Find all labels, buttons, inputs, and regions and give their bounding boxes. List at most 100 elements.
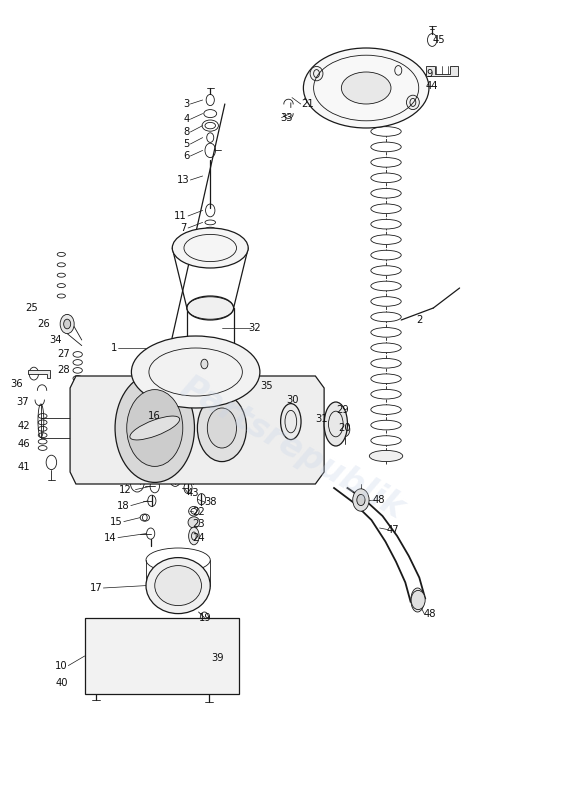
Text: 45: 45 (432, 35, 445, 45)
Ellipse shape (280, 403, 301, 440)
Text: 18: 18 (117, 501, 130, 510)
Text: 16: 16 (148, 411, 161, 421)
Text: 15: 15 (110, 517, 123, 526)
Text: 23: 23 (193, 519, 206, 529)
Text: 26: 26 (37, 319, 50, 329)
Text: 4: 4 (183, 114, 190, 124)
Ellipse shape (371, 158, 401, 167)
Circle shape (127, 390, 183, 466)
Ellipse shape (371, 358, 401, 368)
Circle shape (197, 394, 246, 462)
Ellipse shape (341, 72, 391, 104)
Circle shape (339, 422, 350, 437)
Ellipse shape (130, 416, 180, 440)
Ellipse shape (371, 374, 401, 383)
Ellipse shape (371, 173, 401, 182)
Text: 31: 31 (315, 414, 328, 424)
Bar (85, 618, 239, 694)
Ellipse shape (371, 405, 401, 414)
Circle shape (207, 408, 237, 448)
Text: 14: 14 (104, 533, 117, 542)
Text: 20: 20 (339, 423, 352, 433)
Ellipse shape (406, 95, 419, 110)
Ellipse shape (189, 527, 199, 545)
Ellipse shape (172, 228, 248, 268)
Circle shape (201, 359, 208, 369)
Text: 8: 8 (183, 127, 190, 137)
Ellipse shape (155, 566, 201, 606)
Circle shape (115, 374, 194, 482)
Text: 42: 42 (18, 422, 30, 431)
Ellipse shape (371, 390, 401, 399)
Text: 38: 38 (204, 498, 217, 507)
Text: 24: 24 (193, 533, 206, 542)
Ellipse shape (411, 588, 424, 612)
Text: 47: 47 (387, 525, 399, 534)
Ellipse shape (324, 402, 347, 446)
Text: 17: 17 (89, 583, 102, 593)
Text: 6: 6 (183, 151, 190, 161)
Text: 36: 36 (11, 379, 23, 389)
Text: 48: 48 (423, 610, 436, 619)
Text: 2: 2 (416, 315, 422, 325)
Ellipse shape (371, 343, 401, 353)
Ellipse shape (371, 282, 401, 291)
Ellipse shape (371, 126, 401, 136)
Circle shape (64, 319, 71, 329)
Text: 37: 37 (16, 397, 29, 406)
Ellipse shape (187, 296, 234, 320)
Text: 12: 12 (119, 485, 132, 494)
Circle shape (60, 314, 74, 334)
Ellipse shape (371, 327, 401, 337)
Text: 40: 40 (55, 678, 68, 688)
Text: Partsrepublik: Partsrepublik (174, 370, 410, 526)
Ellipse shape (369, 450, 403, 462)
Ellipse shape (371, 219, 401, 229)
Polygon shape (28, 370, 50, 378)
Text: 46: 46 (18, 439, 30, 449)
Text: 35: 35 (260, 381, 273, 390)
Ellipse shape (369, 110, 403, 122)
Text: 10: 10 (54, 661, 67, 670)
Text: 5: 5 (183, 139, 190, 149)
Ellipse shape (146, 558, 210, 614)
Text: 25: 25 (25, 303, 38, 313)
Ellipse shape (188, 517, 200, 528)
Text: 29: 29 (336, 405, 349, 414)
Ellipse shape (371, 312, 401, 322)
Text: 11: 11 (174, 211, 187, 221)
Text: 7: 7 (180, 223, 187, 233)
Text: 3: 3 (183, 99, 190, 109)
Text: 34: 34 (49, 335, 61, 345)
Text: 44: 44 (425, 81, 437, 90)
Text: 13: 13 (177, 175, 190, 185)
Text: 19: 19 (199, 613, 211, 622)
Polygon shape (70, 376, 324, 484)
Circle shape (357, 494, 365, 506)
Text: 39: 39 (211, 653, 224, 662)
Text: 27: 27 (57, 350, 70, 359)
Ellipse shape (371, 204, 401, 214)
Text: 32: 32 (248, 323, 261, 333)
Text: 30: 30 (286, 395, 298, 405)
Text: 33: 33 (280, 113, 293, 122)
Ellipse shape (371, 111, 401, 121)
Text: 48: 48 (373, 495, 385, 505)
Circle shape (353, 489, 369, 511)
Text: 21: 21 (301, 99, 314, 109)
Polygon shape (426, 66, 458, 76)
Circle shape (411, 590, 425, 610)
Ellipse shape (304, 48, 429, 128)
Text: 9: 9 (426, 69, 433, 78)
Text: 41: 41 (18, 462, 30, 472)
Ellipse shape (371, 235, 401, 245)
Ellipse shape (371, 189, 401, 198)
Ellipse shape (131, 336, 260, 408)
Ellipse shape (371, 420, 401, 430)
Ellipse shape (310, 66, 323, 81)
Text: 22: 22 (193, 507, 206, 517)
Ellipse shape (371, 142, 401, 152)
Text: 43: 43 (187, 488, 199, 498)
Text: 28: 28 (57, 365, 70, 374)
Ellipse shape (371, 266, 401, 275)
